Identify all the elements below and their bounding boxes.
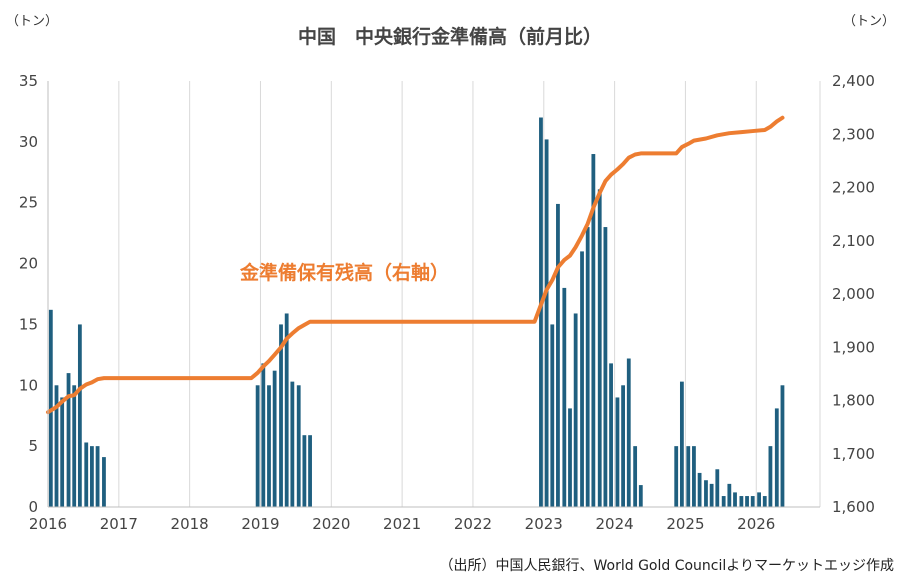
bar-47 [727, 483, 732, 507]
right-tick-3: 1,900 [832, 338, 875, 356]
bar-45 [715, 469, 720, 507]
line-annotation: 金準備保有残高（右軸） [239, 261, 449, 284]
x-tick-2025: 2025 [666, 515, 704, 533]
bar-16 [290, 381, 295, 507]
line-series [46, 115, 785, 415]
right-tick-4: 2,000 [832, 285, 875, 303]
bar-55 [774, 408, 779, 507]
right-axis-ticks: 1,600 1,700 1,800 1,900 2,000 2,100 2,200 2,300… [832, 72, 875, 516]
bar-6 [84, 442, 89, 507]
bar-51 [750, 496, 755, 507]
left-tick-20: 20 [19, 255, 38, 273]
bar-3 [66, 373, 71, 507]
left-axis-ticks: 0 5 10 15 20 25 30 35 [19, 72, 38, 516]
bar-19 [308, 435, 312, 507]
left-tick-0: 0 [28, 498, 38, 516]
bar-37 [638, 485, 643, 507]
bar-28 [585, 227, 590, 507]
left-axis-unit: （トン） [6, 14, 58, 29]
chart-title: 中国 中央銀行金準備高（前月比） [298, 25, 602, 48]
left-tick-15: 15 [19, 315, 38, 333]
bar-23 [556, 203, 560, 507]
bar-29 [591, 154, 596, 507]
bar-49 [739, 496, 744, 507]
bar-27 [580, 251, 584, 507]
right-tick-5: 2,100 [832, 232, 875, 250]
bar-5 [77, 324, 82, 507]
bar-31 [603, 227, 608, 507]
bar-36 [633, 446, 638, 507]
x-tick-2020: 2020 [312, 515, 350, 533]
bar-35 [626, 358, 631, 507]
bar-33 [615, 397, 620, 507]
x-tick-2024: 2024 [596, 515, 634, 533]
bar-30 [597, 189, 602, 507]
bar-9 [102, 457, 106, 507]
bar-11 [261, 363, 266, 507]
bar-20 [539, 117, 543, 507]
right-tick-7: 2,300 [832, 125, 875, 143]
bar-39 [679, 381, 684, 507]
x-tick-2017: 2017 [100, 515, 138, 533]
bar-26 [573, 313, 578, 507]
bar-24 [562, 287, 567, 507]
bar-32 [609, 363, 613, 507]
bar-56 [780, 385, 785, 507]
left-tick-10: 10 [19, 376, 38, 394]
x-tick-2022: 2022 [454, 515, 492, 533]
bar-13 [272, 370, 277, 507]
gridlines [47, 81, 821, 507]
bar-46 [721, 496, 726, 507]
right-tick-8: 2,400 [832, 72, 875, 90]
x-tick-2016: 2016 [29, 515, 67, 533]
bar-41 [692, 446, 696, 507]
x-tick-2023: 2023 [525, 515, 563, 533]
bar-53 [762, 496, 767, 507]
bar-14 [279, 324, 283, 507]
right-axis-unit: （トン） [843, 14, 895, 29]
bar-34 [621, 385, 625, 507]
bar-10 [255, 385, 260, 507]
bar-22 [550, 324, 555, 507]
left-tick-5: 5 [28, 437, 38, 455]
x-axis-ticks: 2016 2017 2018 2019 2020 2021 2022 2023 2024 2025… [29, 515, 775, 533]
right-tick-0: 1,600 [832, 498, 875, 516]
bar-54 [768, 446, 773, 507]
bar-44 [709, 483, 714, 507]
x-tick-2026: 2026 [737, 515, 775, 533]
bar-17 [296, 385, 301, 507]
bar-18 [302, 435, 307, 507]
x-tick-2021: 2021 [383, 515, 421, 533]
bar-38 [674, 446, 679, 507]
bar-series [48, 117, 785, 508]
bar-50 [745, 496, 749, 507]
bar-42 [697, 472, 702, 507]
x-tick-2018: 2018 [171, 515, 209, 533]
left-tick-35: 35 [19, 72, 38, 90]
bar-1 [54, 385, 59, 507]
left-tick-30: 30 [19, 133, 38, 151]
bar-25 [568, 408, 572, 507]
source-note: （出所）中国人民銀行、World Gold Councilよりマーケットエッジ作… [440, 558, 895, 574]
right-tick-2: 1,800 [832, 392, 875, 410]
bar-7 [90, 446, 94, 507]
bar-12 [267, 385, 271, 507]
axes [47, 81, 820, 508]
right-tick-6: 2,200 [832, 179, 875, 197]
bar-15 [284, 313, 289, 507]
bar-52 [757, 492, 761, 507]
bar-2 [60, 397, 65, 507]
right-tick-1: 1,700 [832, 445, 875, 463]
bar-8 [95, 446, 100, 507]
left-tick-25: 25 [19, 194, 38, 212]
bar-48 [733, 492, 737, 507]
x-tick-2019: 2019 [241, 515, 279, 533]
bar-21 [544, 139, 549, 508]
bar-4 [72, 385, 77, 507]
bar-40 [686, 446, 691, 507]
bar-43 [704, 480, 708, 507]
